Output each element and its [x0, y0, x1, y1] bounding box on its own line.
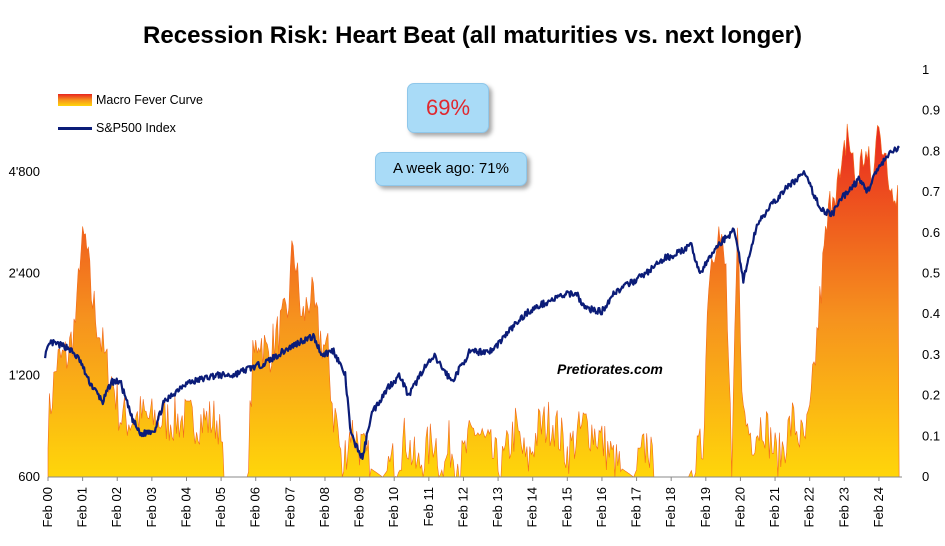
x-tick-label: Feb 07	[282, 487, 297, 527]
sp500-line	[44, 145, 900, 460]
x-tick-label: Feb 10	[386, 487, 401, 527]
legend-swatch-sp500	[58, 126, 92, 130]
x-tick-label: Feb 03	[144, 487, 159, 527]
x-tick-label: Feb 12	[455, 487, 470, 527]
chart-title: Recession Risk: Heart Beat (all maturiti…	[143, 22, 802, 49]
x-tick-label: Feb 21	[767, 487, 782, 527]
x-tick-label: Feb 05	[213, 487, 228, 527]
x-tick-label: Feb 18	[663, 487, 678, 527]
x-tick-label: Feb 11	[421, 487, 436, 527]
axes-layer: 600 1'200 2'400 4'800 0 0.1 0.2 0.3 0.4 0.5 0.6 0.7…	[9, 62, 940, 527]
y-left-tick-label: 1'200	[9, 367, 40, 382]
x-tick-label: Feb 14	[525, 487, 540, 527]
y-right-tick-label: 0	[922, 469, 929, 484]
x-tick-label: Feb 04	[178, 487, 193, 527]
legend-entry-sp500: S&P500 Index	[58, 120, 176, 136]
x-tick-label: Feb 15	[559, 487, 574, 527]
legend-label-sp500: S&P500 Index	[96, 121, 176, 135]
y-right-tick-label: 1	[922, 62, 929, 77]
legend-swatch-fever	[58, 94, 92, 106]
week-ago-badge: A week ago: 71%	[375, 152, 527, 186]
x-tick-label: Feb 06	[248, 487, 263, 527]
y-right-tick-label: 0.8	[922, 143, 940, 158]
x-tick-label: Feb 00	[40, 487, 55, 527]
y-right-tick-label: 0.7	[922, 184, 940, 199]
y-left-tick-label: 2'400	[9, 266, 40, 281]
x-tick-label: Feb 19	[698, 487, 713, 527]
x-tick-label: Feb 13	[490, 487, 505, 527]
current-risk-badge: 69%	[407, 83, 489, 133]
y-right-tick-label: 0.3	[922, 347, 940, 362]
watermark: Pretiorates.com	[557, 361, 663, 377]
legend-entry-fever: Macro Fever Curve	[58, 92, 203, 108]
x-tick-label: Feb 02	[109, 487, 124, 527]
sp500-line-layer	[44, 145, 900, 460]
y-right-tick-label: 0.9	[922, 103, 940, 118]
x-tick-label: Feb 08	[317, 487, 332, 527]
y-right-tick-label: 0.1	[922, 428, 940, 443]
x-tick-label: Feb 16	[594, 487, 609, 527]
y-left-tick-label: 600	[18, 469, 40, 484]
legend-label-fever: Macro Fever Curve	[96, 93, 203, 107]
fever-area-layer	[47, 123, 900, 478]
y-right-tick-label: 0.5	[922, 266, 940, 281]
y-right-tick-label: 0.2	[922, 388, 940, 403]
y-right-tick-label: 0.4	[922, 306, 940, 321]
y-left-tick-label: 4'800	[9, 164, 40, 179]
y-right-tick-label: 0.6	[922, 225, 940, 240]
fever-area	[47, 123, 900, 478]
x-tick-label: Feb 09	[352, 487, 367, 527]
x-tick-label: Feb 20	[732, 487, 747, 527]
x-tick-label: Feb 22	[802, 487, 817, 527]
x-tick-label: Feb 24	[871, 487, 886, 527]
x-tick-label: Feb 01	[75, 487, 90, 527]
x-tick-label: Feb 17	[629, 487, 644, 527]
x-tick-label: Feb 23	[836, 487, 851, 527]
